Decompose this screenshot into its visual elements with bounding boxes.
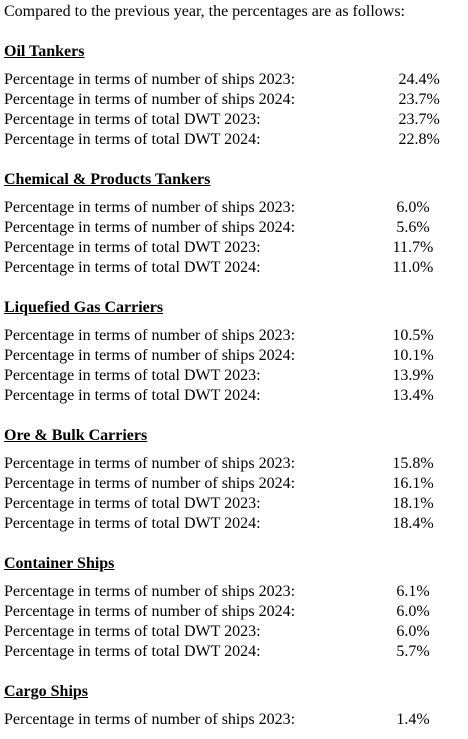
row: Percentage in terms of number of ships 2…: [4, 326, 464, 346]
row-value: 6.0%: [396, 603, 430, 620]
section: Cargo Ships Percentage in terms of number…: [4, 682, 464, 730]
row: Percentage in terms of total DWT 2024: 22…: [4, 130, 464, 150]
row: Percentage in terms of number of ships 2…: [4, 710, 464, 730]
row: Percentage in terms of total DWT 2024: 18…: [4, 514, 464, 534]
section-title: Container Ships: [4, 555, 115, 572]
section: Liquefied Gas Carriers Percentage in term…: [4, 298, 464, 406]
section: Chemical & Products Tankers Percentage in…: [4, 170, 464, 278]
section: Oil Tankers Percentage in terms of number…: [4, 42, 464, 150]
row-label: Percentage in terms of total DWT 2023:: [4, 623, 261, 640]
intro: Compared to the previous year, the perce…: [4, 3, 405, 20]
row-label: Percentage in terms of number of ships 2…: [4, 475, 296, 492]
row-label: Percentage in terms of total DWT 2023:: [4, 367, 261, 384]
row: Percentage in terms of total DWT 2023: 18…: [4, 494, 464, 514]
row-label: Percentage in terms of total DWT 2024:: [4, 131, 261, 148]
row-label: Percentage in terms of total DWT 2023:: [4, 239, 261, 256]
row: Percentage in terms of number of ships 2…: [4, 454, 464, 474]
row: Percentage in terms of number of ships 2…: [4, 198, 464, 218]
row-value: 23.7%: [398, 91, 440, 108]
row: Percentage in terms of number of ships 2…: [4, 582, 464, 602]
row-value: 10.1%: [392, 347, 434, 364]
row: Percentage in terms of number of ships 2…: [4, 346, 464, 366]
row-label: Percentage in terms of total DWT 2024:: [4, 643, 261, 660]
section-title: Ore & Bulk Carriers: [4, 427, 148, 444]
section-title: Liquefied Gas Carriers: [4, 299, 164, 316]
row-label: Percentage in terms of number of ships 2…: [4, 347, 296, 364]
section-title: Oil Tankers: [4, 43, 85, 60]
row: Percentage in terms of total DWT 2024: 13…: [4, 386, 464, 406]
row-value: 22.8%: [398, 131, 440, 148]
row: Percentage in terms of total DWT 2024: 11…: [4, 258, 464, 278]
section-title: Chemical & Products Tankers: [4, 171, 211, 188]
row-label: Percentage in terms of total DWT 2024:: [4, 259, 261, 276]
row-value: 11.0%: [392, 259, 434, 276]
row-value: 6.0%: [396, 199, 430, 216]
row-value: 5.6%: [396, 219, 430, 236]
row-label: Percentage in terms of number of ships 2…: [4, 219, 296, 236]
row-value: 18.4%: [392, 515, 434, 532]
row: Percentage in terms of number of ships 2…: [4, 70, 464, 90]
row-value: 23.7%: [398, 111, 440, 128]
row-value: 10.5%: [392, 327, 434, 344]
row: Percentage in terms of total DWT 2024: 5.…: [4, 642, 464, 662]
row-value: 6.1%: [396, 583, 430, 600]
row-label: Percentage in terms of number of ships 2…: [4, 455, 296, 472]
row-value: 1.4%: [396, 711, 430, 728]
row: Percentage in terms of total DWT 2023: 23…: [4, 110, 464, 130]
section-title: Cargo Ships: [4, 683, 89, 700]
row-label: Percentage in terms of number of ships 2…: [4, 91, 296, 108]
row: Percentage in terms of number of ships 2…: [4, 218, 464, 238]
row-label: Percentage in terms of number of ships 2…: [4, 199, 296, 216]
section: Ore & Bulk Carriers Percentage in terms o…: [4, 426, 464, 534]
row: Percentage in terms of total DWT 2023: 13…: [4, 366, 464, 386]
row-label: Percentage in terms of total DWT 2023:: [4, 495, 261, 512]
row-label: Percentage in terms of total DWT 2024:: [4, 515, 261, 532]
row-value: 16.1%: [392, 475, 434, 492]
row: Percentage in terms of number of ships 2…: [4, 90, 464, 110]
row: Percentage in terms of total DWT 2023: 11…: [4, 238, 464, 258]
row-label: Percentage in terms of number of ships 2…: [4, 583, 296, 600]
row-value: 13.9%: [392, 367, 434, 384]
section: Container Ships Percentage in terms of nu…: [4, 554, 464, 662]
row-label: Percentage in terms of total DWT 2023:: [4, 111, 261, 128]
row-label: Percentage in terms of number of ships 2…: [4, 71, 296, 88]
row-value: 11.7%: [392, 239, 434, 256]
row-label: Percentage in terms of number of ships 2…: [4, 711, 296, 728]
row-label: Percentage in terms of number of ships 2…: [4, 603, 296, 620]
row: Percentage in terms of number of ships 2…: [4, 602, 464, 622]
row-label: Percentage in terms of number of ships 2…: [4, 327, 296, 344]
row: Percentage in terms of total DWT 2023: 6.…: [4, 622, 464, 642]
row-value: 13.4%: [392, 387, 434, 404]
row-value: 18.1%: [392, 495, 434, 512]
row-value: 6.0%: [396, 623, 430, 640]
row-label: Percentage in terms of total DWT 2024:: [4, 387, 261, 404]
row-value: 24.4%: [398, 71, 440, 88]
row-value: 5.7%: [396, 643, 430, 660]
row-value: 15.8%: [392, 455, 434, 472]
row: Percentage in terms of number of ships 2…: [4, 474, 464, 494]
